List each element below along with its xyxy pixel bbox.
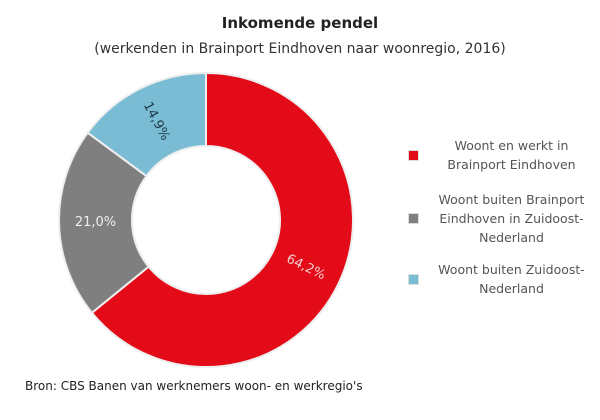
legend-label: Woont en werkt in Brainport Eindhoven: [447, 138, 576, 172]
legend-item: Woont en werkt in Brainport Eindhoven: [408, 136, 598, 174]
legend-swatch: [408, 273, 419, 285]
legend-item: Woont buiten Brainport Eindhoven in Zuido…: [408, 190, 598, 247]
legend-label: Woont buiten Brainport Eindhoven in Zuido…: [438, 192, 585, 245]
data-label: 21,0%: [75, 215, 116, 230]
donut-slice: [86, 71, 207, 178]
donut-slice: [58, 131, 150, 315]
source-note: Bron: CBS Banen van werknemers woon- en …: [25, 379, 363, 393]
donut-slice: [90, 71, 354, 368]
legend-swatch: [408, 213, 419, 224]
chart-subtitle: (werkenden in Brainport Eindhoven naar w…: [94, 41, 506, 57]
chart-title: Inkomende pendel: [221, 14, 379, 32]
legend-item: Woont buiten Zuidoost- Nederland: [408, 260, 598, 298]
legend-swatch: [408, 149, 419, 161]
legend-label: Woont buiten Zuidoost- Nederland: [438, 262, 585, 296]
